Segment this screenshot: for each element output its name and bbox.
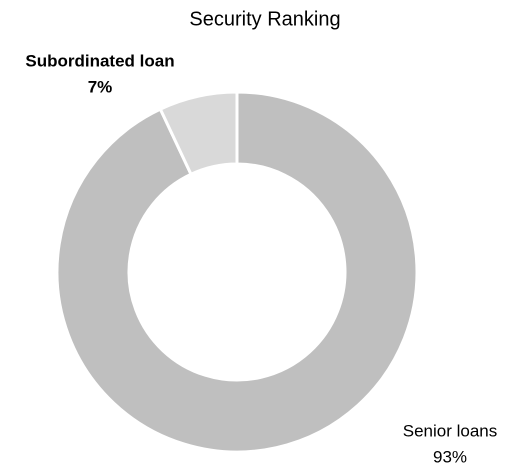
donut-slice <box>55 90 419 454</box>
slice-value-label: 93% <box>433 447 467 466</box>
chart-title: Security Ranking <box>189 8 340 30</box>
slice-value-label: 7% <box>88 77 113 96</box>
slice-label: Senior loans <box>403 421 498 440</box>
slice-label: Subordinated loan <box>25 51 174 70</box>
donut-slice <box>158 90 239 177</box>
